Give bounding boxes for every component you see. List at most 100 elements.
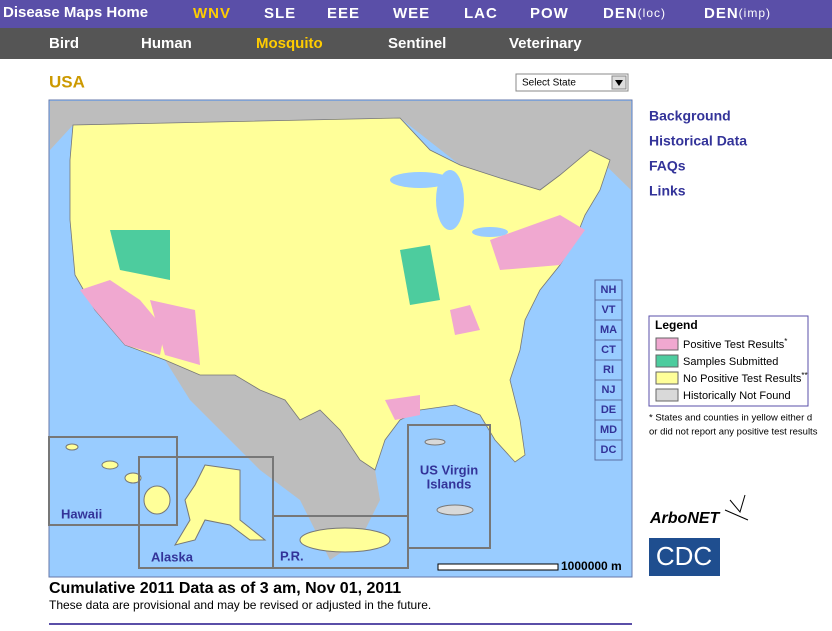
inset-label: Hawaii xyxy=(61,506,102,521)
nav-link[interactable]: WEE xyxy=(393,5,430,22)
state-label: NJ xyxy=(601,384,615,396)
island xyxy=(124,472,142,484)
legend-mark: ** xyxy=(801,371,807,380)
nav-qualifier: (imp) xyxy=(739,6,771,20)
state-select[interactable]: Select State xyxy=(515,73,629,92)
sub-nav-link[interactable]: Human xyxy=(141,35,192,52)
inset-label: Islands xyxy=(427,476,472,491)
nav-link[interactable]: LAC xyxy=(464,5,498,22)
select-text: Select State xyxy=(522,78,576,89)
top-bar xyxy=(0,0,832,28)
positive-area xyxy=(385,395,420,420)
select-box xyxy=(515,73,629,92)
footnote: * States and counties in yellow either d xyxy=(649,413,812,424)
region-title: USA xyxy=(49,72,85,91)
state-label: NH xyxy=(601,284,617,296)
positive-area xyxy=(150,300,200,365)
cdc-logo xyxy=(649,538,720,576)
inset-label: P.R. xyxy=(280,548,304,563)
state-button[interactable]: DE xyxy=(594,399,623,421)
positive-area xyxy=(490,215,585,270)
state-button[interactable]: MA xyxy=(594,319,623,341)
caption-note: These data are provisional and may be re… xyxy=(49,598,431,612)
vi-inset xyxy=(407,424,491,549)
state-label: VT xyxy=(601,304,615,316)
arbonet-logo: ArboNET xyxy=(649,510,721,527)
island xyxy=(143,485,171,515)
alaska xyxy=(173,464,267,546)
select-arrow xyxy=(615,80,623,86)
state-button[interactable]: NH xyxy=(594,279,623,301)
legend-label: Historically Not Found xyxy=(683,390,791,402)
sub-nav-link[interactable]: Sentinel xyxy=(388,35,446,52)
island xyxy=(101,460,119,470)
inset-label: Alaska xyxy=(151,549,194,564)
lake xyxy=(390,172,450,188)
map: Hawaii Alaska P.R. US Virgin Islands NH V… xyxy=(48,99,633,578)
state-box xyxy=(594,439,623,461)
sidebar-link[interactable]: FAQs xyxy=(649,158,686,174)
nav-link[interactable]: DEN(loc) xyxy=(603,5,666,22)
state-label: CT xyxy=(601,344,616,356)
legend-text: No Positive Test Results xyxy=(683,373,802,385)
state-button[interactable]: RI xyxy=(594,359,623,381)
state-label: DC xyxy=(601,444,617,456)
state-button[interactable]: MD xyxy=(594,419,623,441)
island xyxy=(436,504,474,516)
legend-text: Positive Test Results xyxy=(683,339,785,351)
sidebar-link[interactable]: Background xyxy=(649,108,731,124)
positive-area xyxy=(80,280,165,355)
legend-swatch xyxy=(655,354,679,368)
sidebar-link[interactable]: Links xyxy=(649,183,686,199)
sub-nav-link[interactable]: Mosquito xyxy=(256,35,323,52)
cdc-text: CDC xyxy=(656,541,712,571)
scale-bar xyxy=(437,563,559,571)
state-label: MD xyxy=(600,424,617,436)
nav-link[interactable]: POW xyxy=(530,5,569,22)
legend-label: No Positive Test Results** xyxy=(683,371,808,385)
legend-swatch xyxy=(655,388,679,402)
sub-nav-link[interactable]: Veterinary xyxy=(509,35,582,52)
positive-area xyxy=(450,305,480,335)
state-button[interactable]: VT xyxy=(594,299,623,321)
state-button[interactable]: DC xyxy=(594,439,623,461)
state-buttons: NH VT MA CT RI NJ DE MD DC xyxy=(594,279,623,461)
state-button[interactable]: CT xyxy=(594,339,623,361)
inset-label: US Virgin xyxy=(420,462,478,477)
nav-qualifier: (loc) xyxy=(638,6,666,20)
state-label: MA xyxy=(600,324,617,336)
sub-bar xyxy=(0,28,832,59)
legend-swatch xyxy=(655,337,679,351)
nav-link[interactable]: DEN(imp) xyxy=(704,5,771,22)
nav-link[interactable]: EEE xyxy=(327,5,360,22)
state-label: RI xyxy=(603,364,614,376)
state-label: DE xyxy=(601,404,616,416)
contiguous-us xyxy=(69,117,611,471)
legend-text: Historically Not Found xyxy=(683,390,791,402)
footnote: or did not report any positive test resu… xyxy=(649,427,818,438)
state-button[interactable]: NJ xyxy=(594,379,623,401)
legend-label: Positive Test Results* xyxy=(683,337,787,351)
caption-title: Cumulative 2011 Data as of 3 am, Nov 01,… xyxy=(49,580,401,597)
legend-title: Legend xyxy=(655,318,698,332)
puerto-rico xyxy=(299,527,391,553)
nav-label: DEN xyxy=(603,5,638,22)
island xyxy=(65,443,79,451)
mosquito-icon xyxy=(724,494,749,521)
legend-text: Samples Submitted xyxy=(683,356,778,368)
hawaii-inset xyxy=(48,436,178,526)
alaska-inset xyxy=(138,456,274,569)
legend-mark: * xyxy=(784,337,787,346)
nav-link[interactable]: WNV xyxy=(193,5,231,22)
sidebar-link[interactable]: Historical Data xyxy=(649,133,747,149)
nav-label: DEN xyxy=(704,5,739,22)
submitted-area xyxy=(400,245,440,305)
legend-label: Samples Submitted xyxy=(683,356,778,368)
lake xyxy=(472,227,508,237)
nav-link[interactable]: SLE xyxy=(264,5,296,22)
island xyxy=(424,438,446,446)
home-link[interactable]: Disease Maps Home xyxy=(3,4,148,21)
sub-nav-link[interactable]: Bird xyxy=(49,35,79,52)
legend: Legend Positive Test Results* Samples Sub… xyxy=(648,315,809,407)
